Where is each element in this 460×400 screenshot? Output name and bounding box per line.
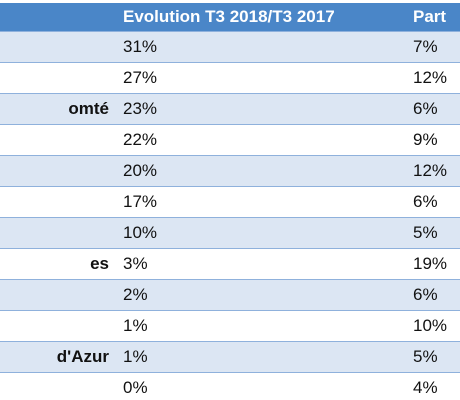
- table-row: 31% 7%: [0, 30, 460, 62]
- table-row: d'Azur 1% 5%: [0, 340, 460, 372]
- evolution-table: Evolution T3 2018/T3 2017 Part 31% 7% 27…: [0, 3, 460, 400]
- evolution-cell: 20%: [117, 154, 407, 186]
- table-row: 0% 4%: [0, 371, 460, 400]
- region-cell: omté: [0, 92, 117, 124]
- part-cell: 4%: [407, 371, 460, 400]
- table-header-row: Evolution T3 2018/T3 2017 Part: [0, 3, 460, 31]
- evolution-cell: 3%: [117, 247, 407, 279]
- table-row: omté 23% 6%: [0, 92, 460, 124]
- region-text: d'Azur: [56, 346, 109, 366]
- evolution-cell: 17%: [117, 185, 407, 217]
- table-row: 27% 12%: [0, 61, 460, 93]
- part-cell: 5%: [407, 340, 460, 372]
- part-cell: 12%: [407, 154, 460, 186]
- region-cell: es: [0, 247, 117, 279]
- evolution-cell: 0%: [117, 371, 407, 400]
- region-cell: [0, 123, 117, 155]
- evolution-cell: 1%: [117, 340, 407, 372]
- table-row: es 3% 19%: [0, 247, 460, 279]
- part-cell: 6%: [407, 185, 460, 217]
- region-cell: [0, 185, 117, 217]
- part-cell: 19%: [407, 247, 460, 279]
- region-cell: [0, 30, 117, 62]
- region-cell: [0, 61, 117, 93]
- evolution-cell: 27%: [117, 61, 407, 93]
- evolution-cell: 22%: [117, 123, 407, 155]
- part-cell: 9%: [407, 123, 460, 155]
- part-cell: 5%: [407, 216, 460, 248]
- region-cell: d'Azur: [0, 340, 117, 372]
- evolution-cell: 31%: [117, 30, 407, 62]
- region-cell: [0, 278, 117, 310]
- evolution-cell: 23%: [117, 92, 407, 124]
- part-cell: 7%: [407, 30, 460, 62]
- part-cell: 12%: [407, 61, 460, 93]
- region-text: omté: [68, 98, 109, 118]
- table-row: 10% 5%: [0, 216, 460, 248]
- table-row: 17% 6%: [0, 185, 460, 217]
- part-cell: 10%: [407, 309, 460, 341]
- part-cell: 6%: [407, 92, 460, 124]
- part-cell: 6%: [407, 278, 460, 310]
- column-header-evolution: Evolution T3 2018/T3 2017: [117, 3, 407, 31]
- evolution-cell: 2%: [117, 278, 407, 310]
- evolution-cell: 10%: [117, 216, 407, 248]
- column-header-region: [0, 3, 117, 31]
- column-header-part: Part: [407, 3, 460, 31]
- table-row: 1% 10%: [0, 309, 460, 341]
- evolution-cell: 1%: [117, 309, 407, 341]
- region-cell: [0, 216, 117, 248]
- table-row: 20% 12%: [0, 154, 460, 186]
- region-cell: [0, 309, 117, 341]
- table-row: 22% 9%: [0, 123, 460, 155]
- region-text: es: [90, 253, 109, 273]
- region-cell: [0, 371, 117, 400]
- region-cell: [0, 154, 117, 186]
- table-row: 2% 6%: [0, 278, 460, 310]
